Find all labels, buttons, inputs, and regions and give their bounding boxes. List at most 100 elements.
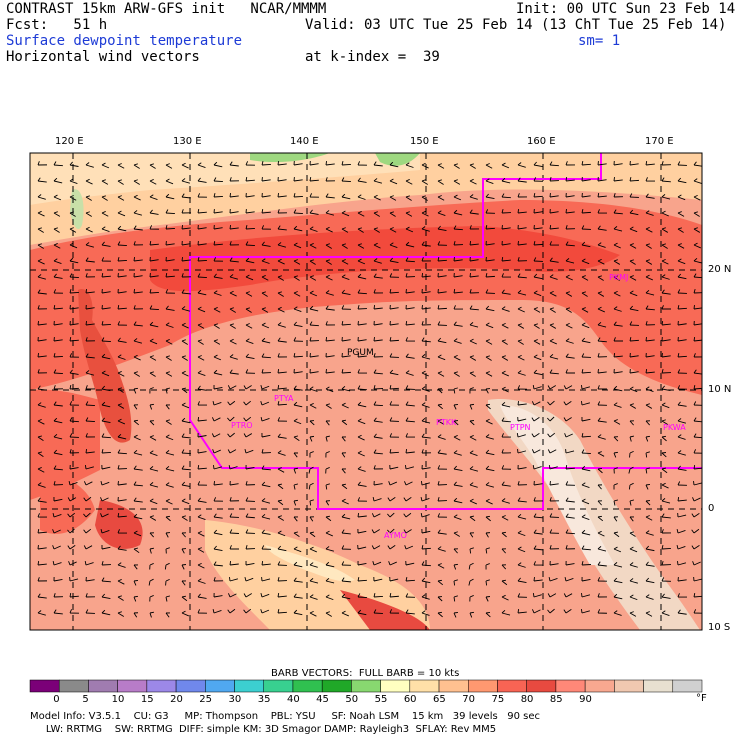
wind-barb: [437, 481, 447, 486]
wind-barb: [53, 449, 63, 456]
wind-barb: [149, 371, 156, 377]
wind-barb: [517, 306, 525, 313]
wind-barb: [85, 178, 93, 185]
wind-barb: [101, 561, 111, 566]
wind-barb: [37, 402, 46, 408]
wind-barb: [421, 610, 430, 616]
wind-barb: [501, 594, 509, 601]
wind-barb: [565, 497, 575, 503]
wind-barb: [101, 385, 111, 392]
wind-barb: [677, 434, 686, 440]
legend-unit: °F: [696, 693, 707, 704]
wind-barb: [309, 352, 319, 358]
wind-barb: [468, 578, 474, 586]
wind-barb: [85, 609, 95, 614]
wind-barb: [373, 273, 383, 279]
wind-barb: [501, 339, 508, 345]
wind-barb: [245, 464, 255, 470]
wind-barb: [341, 243, 348, 249]
wind-barb: [533, 290, 542, 297]
wind-barb: [453, 272, 463, 278]
wind-barb: [693, 320, 702, 326]
wind-barb: [117, 179, 124, 185]
wind-barb: [245, 291, 253, 297]
wind-barb: [165, 193, 175, 200]
legend-label: 10: [111, 694, 125, 705]
wind-barb: [357, 450, 365, 457]
wind-barb: [133, 163, 140, 169]
wind-barb: [133, 449, 143, 456]
wind-barb: [565, 176, 575, 182]
wind-barb: [197, 464, 207, 470]
wind-barb: [581, 384, 591, 390]
wind-barb: [309, 546, 317, 553]
wind-barb: [101, 211, 109, 217]
wind-barb: [548, 464, 558, 470]
wind-barb: [371, 529, 380, 534]
wind-barb: [309, 337, 319, 342]
wind-barb: [181, 465, 191, 471]
wind-barb: [85, 257, 95, 263]
wind-barb: [677, 560, 687, 566]
wind-barb: [69, 289, 79, 294]
wind-barb: [261, 176, 271, 182]
wind-barb: [149, 163, 156, 169]
wind-barb: [389, 417, 399, 422]
wind-barb: [469, 387, 474, 394]
wind-barb: [229, 192, 239, 198]
wind-barb: [165, 450, 175, 456]
wind-barb: [501, 401, 511, 408]
wind-barb: [293, 242, 302, 249]
wind-barb: [421, 577, 431, 584]
wind-barb: [165, 578, 170, 586]
wind-barb: [277, 401, 287, 406]
wind-barb: [468, 562, 474, 570]
wind-barb: [420, 480, 430, 486]
wind-barb: [37, 451, 44, 457]
wind-barb: [181, 595, 188, 602]
wind-barb: [597, 368, 607, 374]
wind-barb: [260, 593, 270, 598]
wind-barb: [453, 435, 461, 441]
wind-barb: [661, 161, 671, 166]
lat-label-10s: 10 S: [708, 622, 731, 633]
wind-barb: [373, 258, 382, 264]
wind-barb: [69, 257, 79, 264]
wind-barb: [133, 434, 141, 441]
wind-barb: [485, 371, 493, 377]
wind-barb: [373, 227, 380, 233]
wind-barb: [277, 337, 287, 343]
wind-barb: [677, 576, 687, 582]
station-ptya: PTYA: [274, 394, 294, 403]
wind-barb: [501, 610, 511, 616]
wind-barb: [245, 161, 256, 166]
wind-barb: [213, 561, 223, 567]
wind-barb: [469, 498, 477, 505]
wind-barb: [69, 178, 78, 185]
wind-barb: [165, 515, 171, 522]
wind-barb: [325, 530, 333, 537]
wind-barb: [53, 465, 63, 471]
wind-barb: [613, 226, 623, 232]
wind-barb: [421, 594, 430, 600]
wind-barb: [437, 337, 447, 344]
wind-barb: [501, 289, 511, 295]
wind-barb: [245, 323, 253, 329]
wind-barb: [405, 211, 413, 217]
wind-barb: [149, 435, 157, 441]
legend-label: 30: [228, 694, 242, 705]
wind-barb: [227, 385, 237, 390]
wind-barb: [341, 436, 347, 442]
wind-barb: [613, 419, 621, 425]
legend-label: 0: [53, 694, 60, 705]
wind-barb: [357, 273, 367, 280]
wind-barb: [213, 513, 223, 519]
wind-barb: [293, 577, 303, 583]
wind-barb: [613, 321, 623, 327]
wind-barb: [421, 179, 428, 185]
wind-barb: [243, 400, 252, 406]
legend-label: 60: [403, 694, 417, 705]
station-ptpn: PTPN: [510, 423, 531, 432]
wind-barb: [549, 545, 559, 550]
